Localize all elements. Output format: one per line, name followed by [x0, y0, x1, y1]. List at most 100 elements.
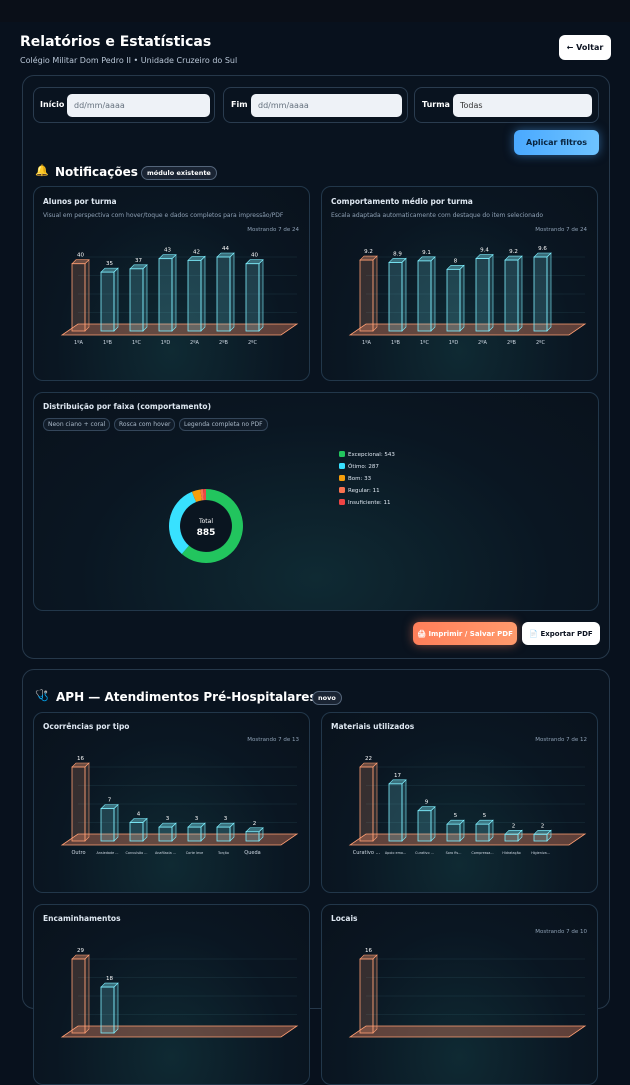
- bar-top: [245, 259, 264, 265]
- bar-top: [245, 827, 264, 833]
- bar-top: [100, 267, 119, 273]
- chart-title: Comportamento médio por turma: [331, 197, 473, 206]
- value-label: 9.2: [509, 249, 518, 255]
- floor: [348, 323, 587, 336]
- chart: 9.2 1ºA 8.9 1ºB 9.1 1ºC 8 1ºD 9.4 2ºA 9.2 2ºB 9.6 2ºC: [348, 246, 587, 346]
- value-label: 2: [253, 821, 257, 827]
- start-input[interactable]: dd/mm/aaaa: [67, 94, 210, 117]
- chart-tag: Legenda completa no PDF: [179, 418, 268, 431]
- category-label: 1ºA: [74, 340, 84, 346]
- value-label: 9: [425, 800, 429, 806]
- chart-panel: Comportamento médio por turma Escala adap…: [321, 186, 598, 381]
- chart-note: Mostrando 7 de 13: [247, 737, 299, 743]
- bar-side: [84, 954, 90, 1034]
- category-label: 1ºB: [391, 340, 401, 346]
- bar-side: [430, 806, 436, 842]
- bar-top: [359, 954, 378, 960]
- chart-title: Alunos por turma: [43, 197, 117, 206]
- bar: [187, 259, 202, 332]
- bar-side: [113, 803, 119, 842]
- value-label: 9.4: [480, 248, 489, 254]
- bar-top: [100, 804, 119, 809]
- value-label: 3: [224, 816, 228, 822]
- category-label: 2ºC: [248, 340, 258, 346]
- chart-panel: Encaminhamentos 29 18: [33, 904, 310, 1085]
- class-select[interactable]: Todas: [453, 94, 592, 117]
- bar-top: [475, 254, 494, 259]
- legend-label: Excepcional: 543: [348, 452, 395, 458]
- section-badge: módulo existente: [141, 166, 217, 180]
- bar-top: [446, 819, 465, 825]
- category-label: Apoio emo...: [385, 851, 406, 855]
- bar-top: [71, 762, 90, 768]
- category-label: 2ºA: [190, 340, 200, 346]
- end-input[interactable]: dd/mm/aaaa: [251, 94, 402, 117]
- donut-segment: [181, 489, 244, 563]
- bar: [129, 822, 144, 842]
- value-label: 2: [541, 823, 545, 829]
- chart-note: Mostrando 7 de 24: [535, 227, 587, 233]
- chart-note: Mostrando 7 de 10: [535, 929, 587, 935]
- value-label: 43: [164, 248, 171, 254]
- floor: [348, 833, 587, 846]
- bar-side: [546, 252, 552, 332]
- bar-side: [200, 255, 206, 332]
- print-button[interactable]: 🖨 Imprimir / Salvar PDF: [413, 622, 517, 645]
- bar-top: [533, 252, 552, 258]
- bar-top: [216, 822, 235, 828]
- floor: [60, 1025, 299, 1038]
- apply-button[interactable]: Aplicar filtros: [514, 130, 599, 155]
- value-label: 29: [77, 948, 84, 954]
- back-button[interactable]: ← Voltar: [559, 35, 611, 60]
- bar-top: [388, 258, 407, 263]
- chart-title: Locais: [331, 914, 358, 923]
- chart-tag: Rosca com hover: [114, 418, 176, 431]
- category-label: Curativo ...: [415, 851, 434, 855]
- floor: [60, 833, 299, 846]
- value-label: 9.2: [364, 249, 373, 255]
- export-button[interactable]: 📄 Exportar PDF: [522, 622, 600, 645]
- chart-tag: Neon ciano + coral: [43, 418, 111, 431]
- bar-top: [504, 829, 523, 835]
- value-label: 9.6: [538, 246, 547, 252]
- value-label: 8.9: [393, 251, 402, 257]
- bar-side: [401, 257, 407, 332]
- bar-top: [216, 252, 235, 258]
- chart-panel: Ocorrências por tipo Mostrando 7 de 13 16 O…: [33, 712, 310, 893]
- legend-label: Bom: 33: [348, 476, 372, 482]
- chart-panel: Alunos por turma Visual em perspectiva co…: [33, 186, 310, 381]
- bar-side: [171, 253, 177, 332]
- bar-side: [84, 259, 90, 332]
- value-label: 8: [454, 258, 458, 264]
- chart: 40 1ºA 35 1ºB 37 1ºC 43 1ºD 42 2ºA 44 2ºB 40 2ºC: [60, 246, 299, 346]
- bar: [245, 263, 260, 332]
- bar-side: [488, 253, 494, 332]
- value-label: 5: [483, 813, 487, 819]
- category-label: 1ºA: [362, 340, 372, 346]
- value-label: 16: [365, 948, 372, 954]
- section-icon: 🔔: [35, 164, 49, 177]
- bar-top: [475, 819, 494, 825]
- bar: [158, 826, 173, 842]
- section-title: Notificações: [55, 165, 138, 179]
- section-badge: novo: [312, 691, 342, 705]
- chart-title: Encaminhamentos: [43, 914, 121, 923]
- chart-panel: Locais Mostrando 7 de 10 16: [321, 904, 598, 1085]
- value-label: 4: [137, 812, 141, 818]
- bar-top: [129, 264, 148, 270]
- donut-segment: [203, 489, 206, 501]
- category-label: Outro: [71, 850, 85, 856]
- end-field: Fim dd/mm/aaaa: [223, 87, 408, 123]
- value-label: 22: [365, 756, 372, 762]
- bar-top: [359, 762, 378, 768]
- donut-hole: [180, 500, 232, 552]
- bar-top: [359, 255, 378, 261]
- category-label: 1ºC: [132, 340, 142, 346]
- category-label: 1ºD: [161, 340, 171, 346]
- value-label: 42: [193, 249, 200, 255]
- bar: [533, 256, 548, 332]
- bar-side: [372, 954, 378, 1034]
- bar-side: [113, 982, 119, 1034]
- value-label: 3: [166, 816, 170, 822]
- legend-swatch: [339, 463, 345, 469]
